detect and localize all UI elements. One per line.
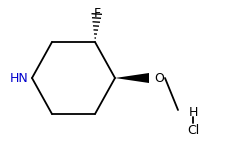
Polygon shape [114,73,148,83]
Text: O: O [153,71,163,84]
Text: F: F [93,7,100,20]
Text: Cl: Cl [186,124,198,137]
Text: H: H [188,106,197,119]
Text: HN: HN [10,71,29,84]
